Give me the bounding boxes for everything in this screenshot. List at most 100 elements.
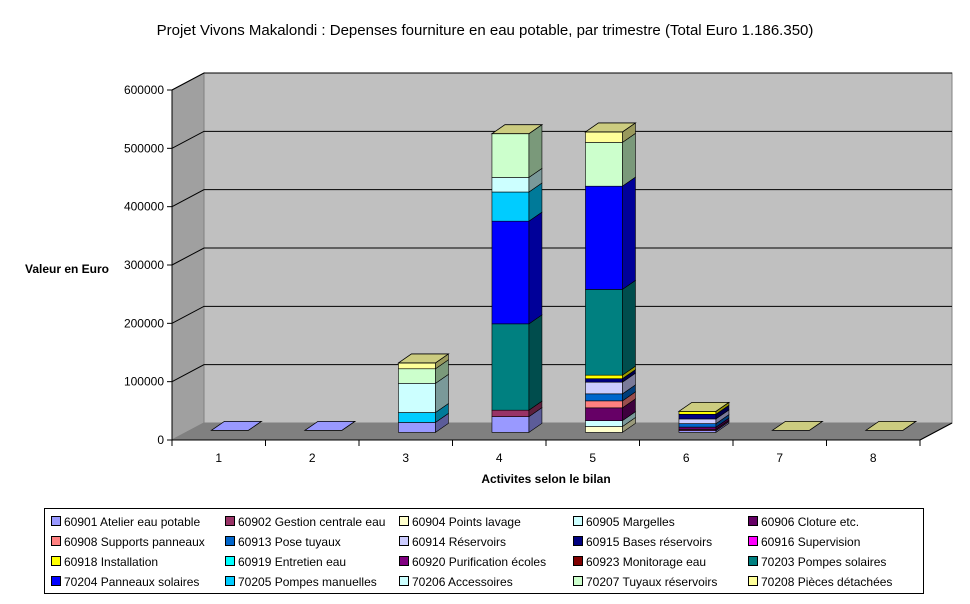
legend-item: 60908 Supports panneaux [51,533,205,549]
y-tick-label: 300000 [124,258,164,272]
floor [171,422,953,441]
legend-swatch [399,515,409,526]
y-tick-label: 0 [157,433,164,447]
bar-stack-2 [303,420,357,431]
bar-segment [585,289,623,376]
bar-top [397,353,450,364]
bar-segment [398,362,436,370]
legend-item: 60914 Réservoirs [399,533,506,549]
legend-item: 60901 Atelier eau potable [51,513,200,529]
bars [210,122,918,433]
bar-segment [491,191,530,222]
x-tick-label: 6 [683,451,690,465]
legend-label: 70207 Tuyaux réservoirs [586,574,718,589]
legend: 60901 Atelier eau potable 60902 Gestion c… [44,508,924,594]
y-axis-label: Valeur en Euro [25,262,109,276]
y-tick-label: 100000 [124,375,164,389]
legend-swatch [51,575,61,586]
legend-label: 60923 Monitorage eau [586,554,707,569]
legend-item: 70208 Pièces détachées [748,573,892,589]
legend-label: 70206 Accessoires [412,574,513,589]
x-tick-label: 7 [776,451,783,465]
bar-segment-side [528,314,543,411]
bar-segment [398,383,436,413]
bar-segment-side [528,211,543,325]
bar-stack-3 [397,353,450,433]
legend-item: 70207 Tuyaux réservoirs [573,573,717,589]
bar-top [584,122,637,133]
legend-label: 60920 Purification écoles [412,554,547,569]
y-tick-label: 600000 [124,83,164,97]
x-tick-label: 4 [496,451,503,465]
gridline [171,364,952,383]
legend-swatch [573,535,583,546]
legend-item: 70203 Pompes solaires [748,553,886,569]
bar-segment [678,411,717,415]
legend-swatch [225,535,235,546]
legend-item: 60913 Pose tuyaux [225,533,341,549]
legend-item: 60906 Cloture etc. [748,513,859,529]
x-tick-label: 1 [215,451,222,465]
bar-segment [491,133,530,178]
legend-label: 60908 Supports panneaux [64,534,205,549]
bar-segment [585,374,623,379]
legend-item: 70206 Accessoires [399,573,513,589]
bar-segment [398,368,436,384]
bar-segment [678,423,717,428]
bar-segment [678,413,717,420]
legend-label: 60902 Gestion centrale eau [238,514,386,529]
bar-top [771,420,824,431]
x-tick-label: 8 [870,451,877,465]
legend-item: 60915 Bases réservoirs [573,533,712,549]
legend-item: 60902 Gestion centrale eau [225,513,385,529]
legend-item: 60920 Purification écoles [399,553,546,569]
legend-swatch [225,575,235,586]
legend-label: 60901 Atelier eau potable [64,514,201,529]
bar-stack-5 [584,122,637,433]
gridlines [171,72,952,383]
legend-item: 70204 Panneaux solaires [51,573,199,589]
y-tick-label: 400000 [124,200,164,214]
legend-swatch [399,535,409,546]
axes: 0 100000 200000 300000 400000 500000 600000 1 2 3… [124,83,953,465]
legend-label: 70203 Pompes solaires [761,554,887,569]
chart-title: Projet Vivons Makalondi : Depenses fourn… [156,22,814,39]
legend-label: 60906 Cloture etc. [761,514,860,529]
bar-segment [491,220,530,325]
y-tick-label: 200000 [124,316,164,330]
legend-swatch [225,555,235,566]
bar-stack-6 [677,401,731,433]
gridline [171,247,952,266]
bar-stack-8 [864,420,918,431]
floor-edge [919,422,953,441]
bar-segment [398,412,436,423]
bar-segment [491,416,530,433]
bar-segment [491,177,530,193]
legend-item: 70205 Pompes manuelles [225,573,377,589]
chart-svg: 0 100000 200000 300000 400000 500000 600000 1 2 3… [25,72,953,486]
legend-item: 60918 Installation [51,553,158,569]
bar-segment [585,400,623,409]
bar-stack-7 [771,420,824,431]
y-tick-label: 500000 [124,141,164,155]
legend-label: 60904 Points lavage [412,514,521,529]
x-axis-label: Activites selon le bilan [481,472,610,486]
legend-item: 60905 Margelles [573,513,675,529]
bar-segment [678,426,717,430]
bar-segment [398,422,436,433]
bar-segment [585,185,623,290]
legend-swatch [573,555,583,566]
bar-segment [585,381,623,395]
bar-top [864,420,918,431]
legend-swatch [748,575,758,586]
bar-segment [491,409,530,417]
bar-segment [585,393,623,402]
bar-segment [678,418,717,424]
chart-walls [171,72,953,441]
legend-swatch [51,515,61,526]
x-tick-label: 3 [402,451,409,465]
legend-label: 60915 Bases réservoirs [586,534,713,549]
bar-stack-1 [210,420,263,431]
legend-swatch [399,575,409,586]
legend-swatch [225,515,235,526]
